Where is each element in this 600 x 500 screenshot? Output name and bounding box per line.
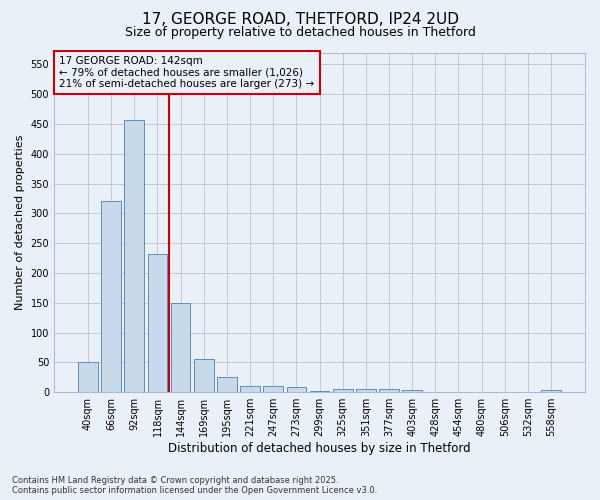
Bar [240,386,260,392]
Bar [379,388,399,392]
Bar [194,359,214,392]
Bar [356,388,376,392]
Text: 17 GEORGE ROAD: 142sqm
← 79% of detached houses are smaller (1,026)
21% of semi-: 17 GEORGE ROAD: 142sqm ← 79% of detached… [59,56,314,89]
Bar [148,254,167,392]
Text: Contains HM Land Registry data © Crown copyright and database right 2025.
Contai: Contains HM Land Registry data © Crown c… [12,476,377,495]
Bar [171,303,190,392]
Bar [287,388,306,392]
Bar [263,386,283,392]
Bar [217,378,237,392]
Bar [78,362,98,392]
Text: Size of property relative to detached houses in Thetford: Size of property relative to detached ho… [125,26,475,39]
Bar [101,202,121,392]
Bar [541,390,561,392]
Bar [333,389,353,392]
Bar [402,390,422,392]
Bar [124,120,144,392]
Text: 17, GEORGE ROAD, THETFORD, IP24 2UD: 17, GEORGE ROAD, THETFORD, IP24 2UD [142,12,458,28]
Y-axis label: Number of detached properties: Number of detached properties [15,134,25,310]
X-axis label: Distribution of detached houses by size in Thetford: Distribution of detached houses by size … [168,442,471,455]
Bar [310,391,329,392]
